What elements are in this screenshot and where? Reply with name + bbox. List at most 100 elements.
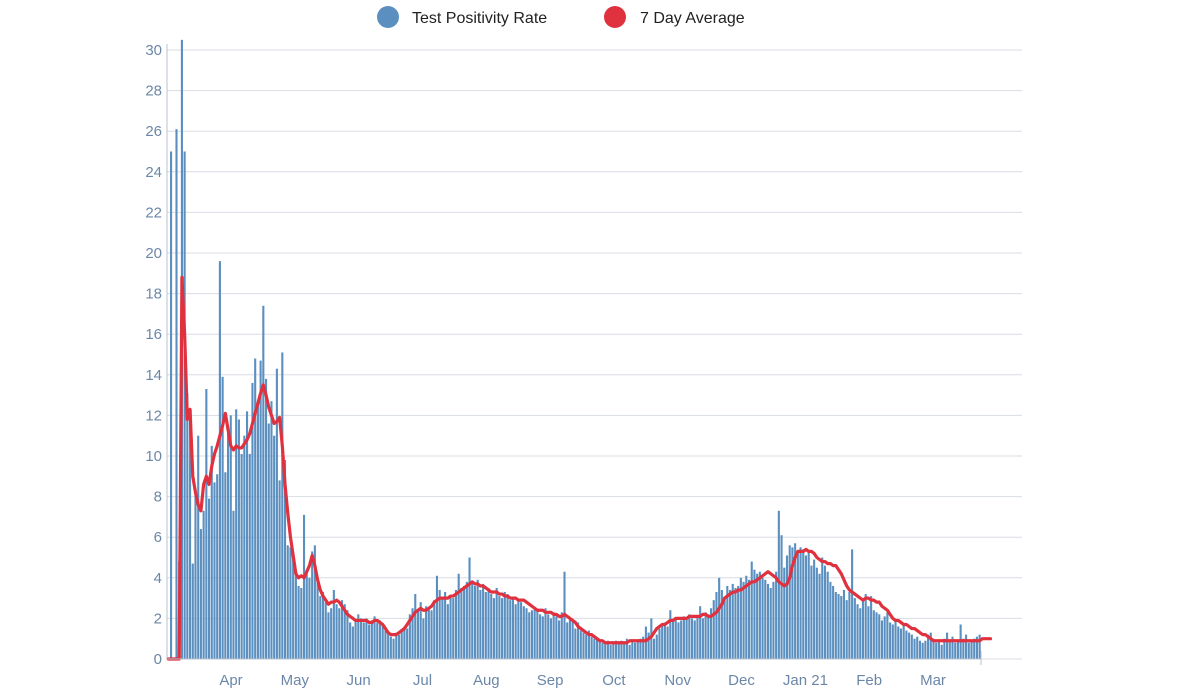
bar bbox=[522, 606, 525, 659]
bar bbox=[294, 569, 297, 659]
bar bbox=[438, 589, 441, 659]
bar bbox=[349, 622, 352, 659]
bar bbox=[886, 612, 889, 659]
y-tick-label: 8 bbox=[154, 489, 162, 506]
bar bbox=[264, 378, 268, 659]
x-tick-label: Nov bbox=[664, 672, 691, 689]
bar bbox=[783, 567, 786, 659]
y-tick-label: 28 bbox=[145, 83, 162, 100]
bar bbox=[913, 638, 916, 659]
bar bbox=[340, 600, 344, 659]
bar bbox=[484, 592, 487, 659]
bar bbox=[262, 305, 265, 659]
bar bbox=[194, 488, 197, 659]
bar bbox=[601, 642, 604, 659]
bar bbox=[883, 616, 886, 659]
bar bbox=[463, 585, 466, 659]
x-tick-label: Apr bbox=[219, 672, 242, 689]
bar bbox=[389, 636, 392, 659]
bar bbox=[199, 529, 202, 659]
bar bbox=[864, 594, 867, 659]
bar bbox=[582, 632, 585, 659]
legend-swatch-positivity bbox=[377, 6, 399, 28]
bar bbox=[946, 632, 949, 659]
bar bbox=[541, 616, 544, 659]
bar bbox=[777, 510, 780, 659]
bar bbox=[750, 561, 753, 659]
bar bbox=[699, 606, 702, 659]
bar bbox=[248, 453, 251, 659]
bar bbox=[305, 573, 308, 659]
bar bbox=[848, 592, 851, 659]
bar bbox=[330, 608, 333, 659]
bar bbox=[435, 575, 439, 659]
bar bbox=[332, 589, 335, 659]
bar bbox=[734, 587, 737, 659]
bar bbox=[311, 551, 314, 659]
bar bbox=[221, 376, 224, 659]
bar bbox=[397, 634, 401, 659]
bar bbox=[479, 589, 482, 659]
legend: Test Positivity Rate 7 Day Average bbox=[377, 6, 745, 28]
bar bbox=[644, 626, 647, 659]
bar bbox=[918, 640, 921, 659]
bar bbox=[794, 543, 797, 659]
bar bbox=[856, 604, 859, 659]
bar bbox=[256, 405, 259, 659]
bar bbox=[655, 634, 658, 659]
bar bbox=[476, 579, 479, 659]
legend-label-average: 7 Day Average bbox=[640, 10, 745, 27]
bar bbox=[368, 624, 371, 659]
bar bbox=[454, 589, 458, 659]
bar bbox=[596, 638, 599, 659]
bar bbox=[558, 620, 561, 659]
bar bbox=[639, 638, 642, 659]
bar bbox=[465, 581, 468, 659]
bar bbox=[932, 638, 935, 659]
bar bbox=[571, 620, 574, 659]
bar bbox=[859, 608, 862, 659]
bar bbox=[457, 573, 460, 659]
bar bbox=[433, 600, 436, 659]
bar bbox=[780, 535, 783, 659]
bar bbox=[533, 608, 536, 659]
bar bbox=[840, 596, 843, 659]
bar bbox=[878, 614, 881, 659]
bar bbox=[823, 565, 827, 659]
bar bbox=[300, 587, 303, 659]
bar bbox=[642, 636, 645, 659]
y-tick-label: 16 bbox=[145, 326, 162, 343]
bar bbox=[259, 360, 262, 659]
bar bbox=[617, 642, 620, 659]
bar bbox=[468, 557, 471, 659]
bar bbox=[251, 382, 254, 659]
bar bbox=[821, 557, 824, 659]
bar bbox=[327, 612, 330, 659]
bar bbox=[183, 151, 186, 659]
bar bbox=[815, 567, 818, 659]
bar bbox=[951, 636, 954, 659]
bar bbox=[501, 598, 504, 659]
x-tick-label: Oct bbox=[602, 672, 626, 689]
bar bbox=[899, 628, 903, 659]
bar bbox=[666, 626, 669, 659]
bar bbox=[568, 618, 571, 659]
bar bbox=[875, 612, 878, 659]
bar bbox=[444, 592, 447, 659]
bar bbox=[775, 571, 778, 659]
bar bbox=[726, 585, 729, 659]
bar bbox=[414, 594, 417, 659]
bar bbox=[956, 640, 959, 659]
y-tick-label: 20 bbox=[145, 245, 162, 262]
bar bbox=[756, 573, 759, 659]
bar bbox=[446, 604, 449, 659]
bar bbox=[867, 606, 870, 659]
bar bbox=[530, 610, 533, 659]
bar bbox=[747, 579, 751, 659]
bar bbox=[663, 622, 666, 659]
bar bbox=[425, 606, 428, 659]
bar bbox=[766, 583, 770, 659]
bar bbox=[715, 592, 718, 659]
bar bbox=[731, 583, 734, 659]
